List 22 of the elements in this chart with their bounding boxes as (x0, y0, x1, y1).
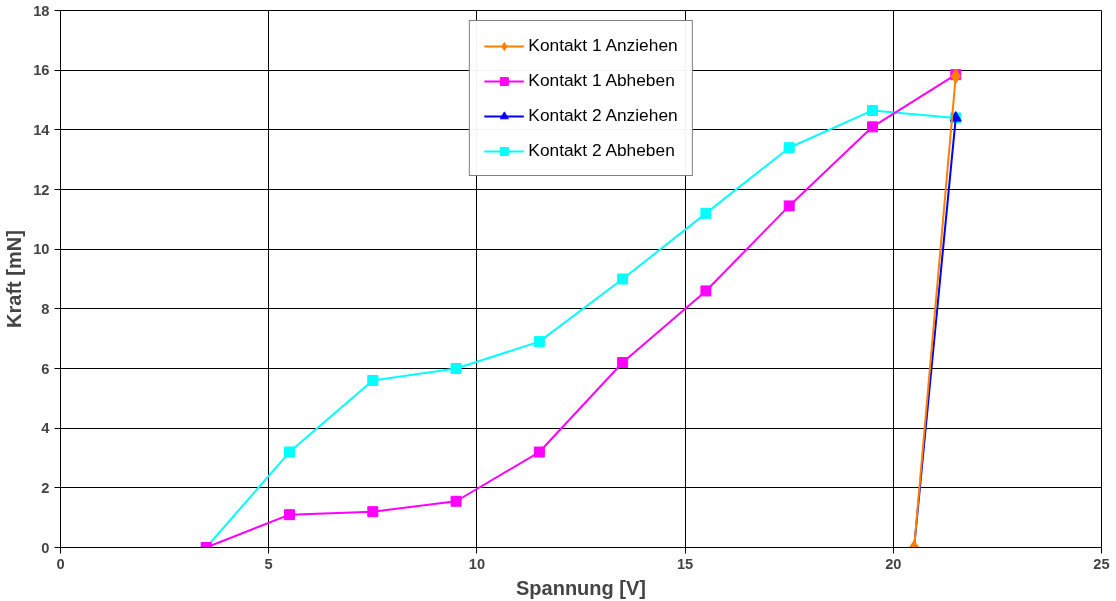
legend-label: Kontakt 2 Abheben (528, 140, 675, 161)
y-tick-label: 16 (33, 62, 50, 79)
legend-label: Kontakt 1 Anziehen (528, 35, 678, 56)
y-axis-title: Kraft [mN] (3, 230, 26, 328)
y-tick-label: 8 (41, 300, 50, 317)
legend-label: Kontakt 1 Abheben (528, 70, 675, 91)
legend-label: Kontakt 2 Anziehen (528, 105, 678, 126)
x-tick-label: 10 (468, 555, 486, 572)
y-tick-label: 0 (41, 539, 50, 556)
y-tick-label: 6 (41, 360, 50, 377)
x-tick-label: 20 (885, 555, 902, 572)
y-tick-label: 4 (41, 420, 51, 437)
y-tick-label: 14 (33, 121, 51, 138)
y-tick-label: 2 (41, 479, 50, 496)
y-tick-label: 10 (33, 241, 50, 258)
x-axis-title: Spannung [V] (516, 576, 646, 599)
y-tick-label: 12 (33, 181, 50, 198)
x-tick-label: 5 (264, 555, 273, 572)
x-tick-label: 25 (1093, 555, 1110, 572)
x-tick-label: 15 (676, 555, 694, 572)
x-tick-label: 0 (56, 555, 65, 572)
y-tick-label: 18 (33, 2, 50, 19)
